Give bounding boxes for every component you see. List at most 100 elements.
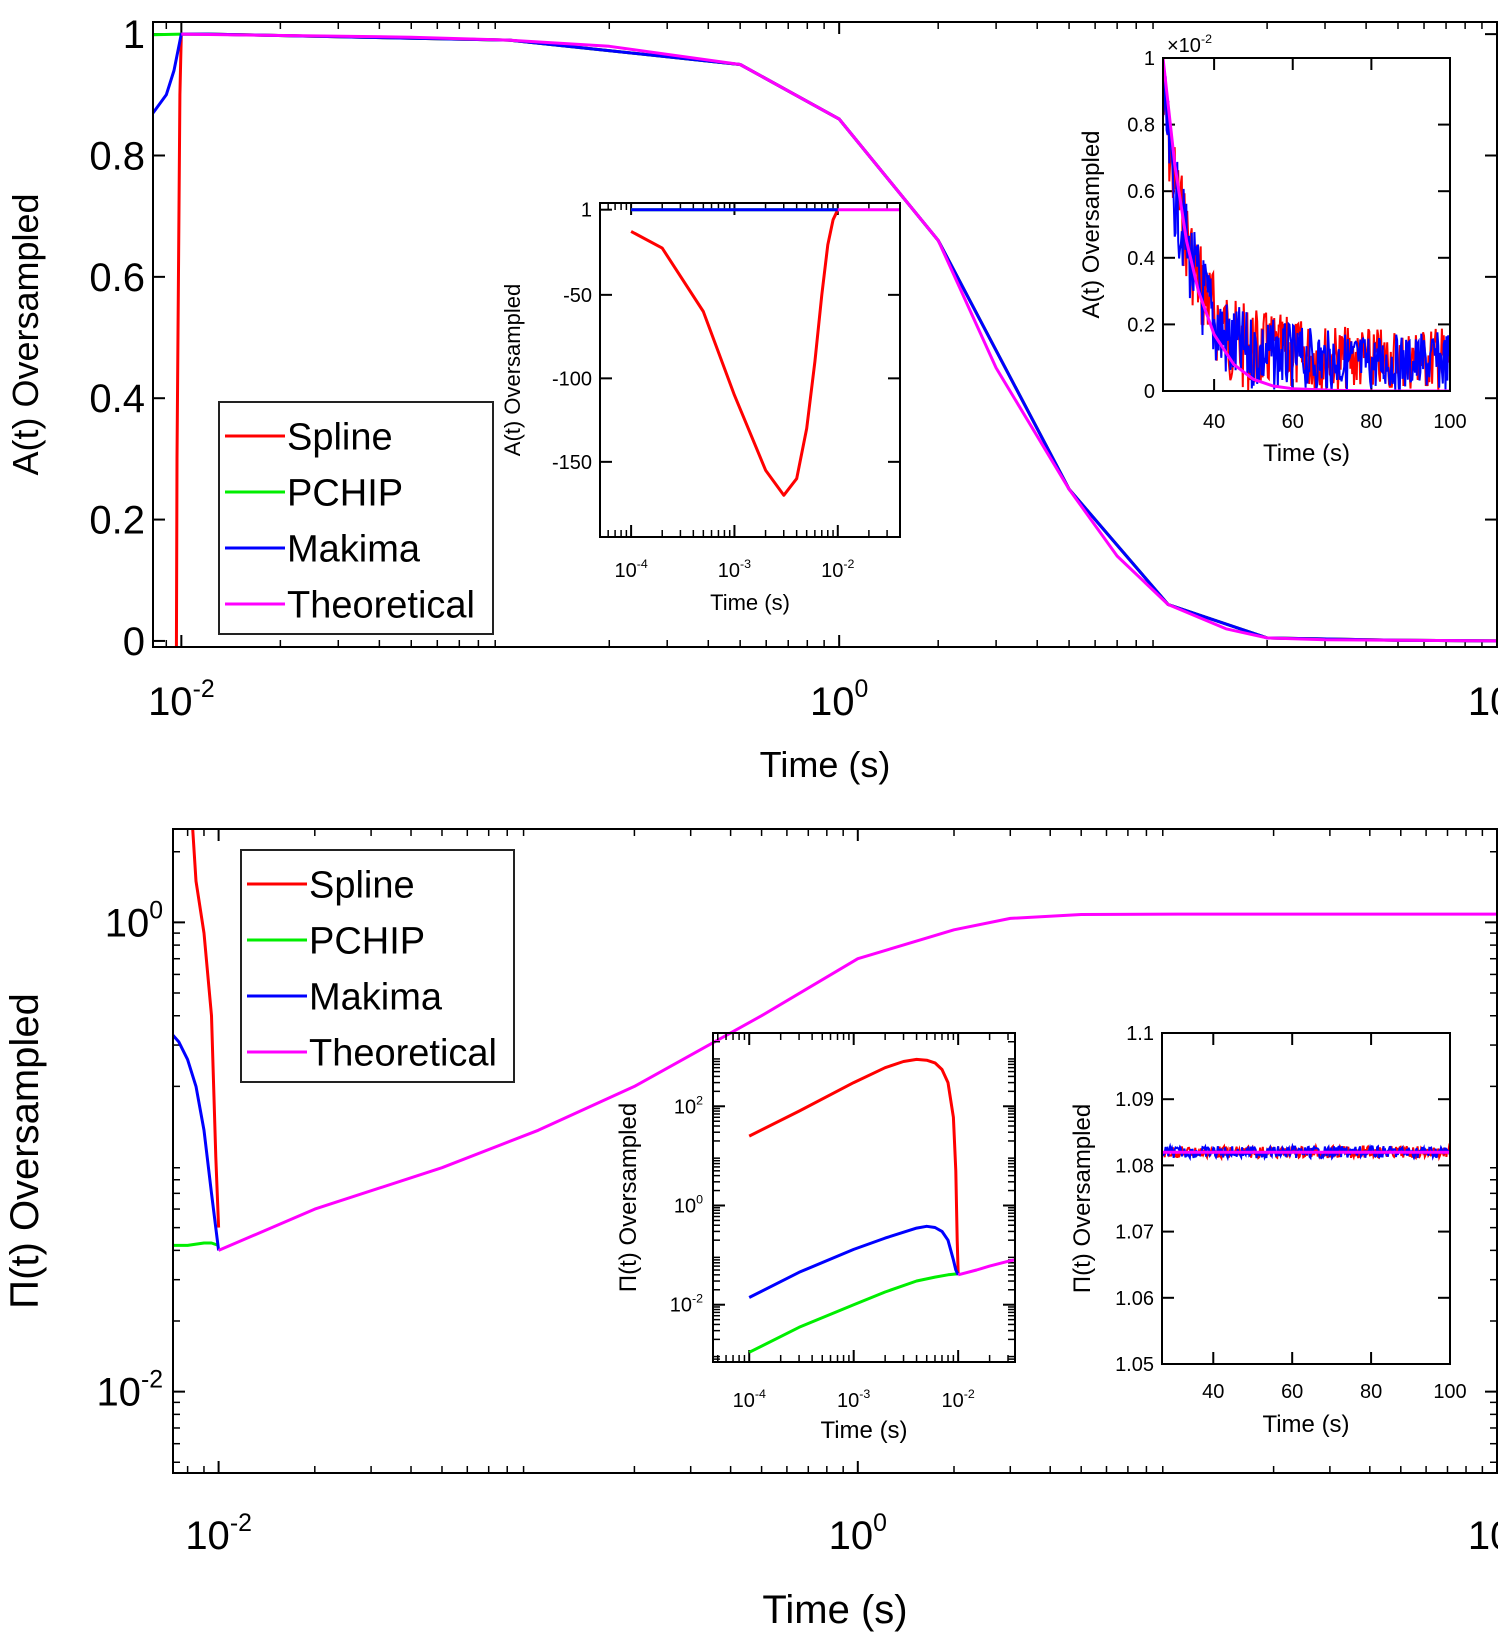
y-tick-label: -50 [563,285,592,307]
x-tick-label: 80 [1360,1381,1382,1403]
series-line-theoretical [181,32,1497,643]
y-tick-label: 0.4 [89,377,145,421]
series-line-spline [191,829,221,1228]
x-tick-label: 80 [1360,411,1382,433]
series-layer [630,208,900,497]
series-line-makima [173,1034,221,1251]
legend-label-theoretical: Theoretical [309,1032,497,1074]
x-axis-label: Time (s) [1263,440,1350,467]
y-tick-label: 1.09 [1115,1089,1154,1111]
x-axis-label: Time (s) [1262,1411,1349,1438]
y-tick-label: 1.07 [1115,1222,1154,1244]
plot-frame [599,202,901,538]
y-tick-label: 100 [105,897,163,945]
y-multiplier-label: ×10-2 [1167,32,1212,57]
series-layer [173,829,1497,1252]
chart-bottom-inset-left: 10-4 10-3 10-2 10-2 100 102 Time (s) Π(t) Overs… [615,1032,1016,1444]
y-axis-label: A(t) Oversampled [1078,130,1105,318]
x-tick-label: 10-4 [614,557,647,582]
x-tick-label: 10-2 [942,1387,975,1412]
plot-frame [712,1032,1016,1363]
y-tick-label: 1.06 [1115,1288,1154,1310]
series-line-pchip [173,1241,220,1247]
plot-frame [152,21,1498,648]
x-tick-label: 60 [1281,1381,1303,1403]
y-tick-label: 1 [123,13,145,57]
y-tick-label: 1 [1144,48,1155,70]
chart-bottom-main: 10-2 100 102 10-2 100 Time (s) Π(t) Oversample… [3,828,1498,1632]
series-layer [1163,58,1450,391]
x-tick-label: 60 [1282,411,1304,433]
x-tick-label: 10-3 [837,1387,870,1412]
y-tick-label: 1.05 [1115,1354,1154,1376]
series-line-theoretical [957,1258,1015,1277]
plot-frame [1162,57,1451,392]
legend-box [218,401,494,635]
x-tick-label: 102 [1468,1510,1498,1558]
y-axis-label: Π(t) Oversampled [3,993,47,1309]
series-line-spline [748,1057,960,1275]
plot-frame [172,828,1498,1474]
x-tick-label: 10-3 [718,557,751,582]
legend-label-spline: Spline [309,864,415,906]
y-tick-label: 1.08 [1115,1155,1154,1177]
y-tick-label: 1 [581,200,592,222]
chart-top-inset-left: 10-4 10-3 10-2 -150 -100 -50 1 Time (s) A(t) Ove… [500,200,901,615]
series-line-makima [748,1224,960,1299]
x-tick-label: 10-2 [821,557,854,582]
y-tick-label: 0 [123,620,145,664]
x-axis-label: Time (s) [760,744,891,785]
y-tick-label: 0.6 [1127,181,1155,203]
x-tick-label: 40 [1202,1381,1224,1403]
series-line-spline [630,209,840,497]
legend-label-makima: Makima [287,528,421,570]
series-line-theoretical [218,912,1497,1252]
y-tick-label: 10-2 [96,1367,163,1415]
legend-box [240,849,515,1083]
x-tick-label: 100 [1433,1381,1466,1403]
series-line-pchip [748,1272,959,1354]
x-axis-label: Time (s) [710,590,790,615]
y-axis-label: A(t) Oversampled [5,193,46,475]
y-axis-label: Π(t) Oversampled [615,1103,642,1292]
x-tick-label: 40 [1203,411,1225,433]
chart-top-inset-right: 40 60 80 100 0 0.2 0.4 0.6 0.8 1 ×10-2 Time (s) A(t)… [1078,32,1467,467]
x-axis-label: Time (s) [762,1588,907,1632]
y-tick-label: 0.2 [1127,314,1155,336]
y-tick-label: 102 [674,1093,703,1118]
legend-label-makima: Makima [309,976,443,1018]
y-axis-label: A(t) Oversampled [500,284,525,456]
plot-frame [1161,1032,1451,1365]
y-tick-label: 1.1 [1126,1023,1154,1045]
legend-label-theoretical: Theoretical [287,584,475,626]
y-tick-label: 0.2 [89,499,145,543]
y-tick-label: -100 [552,368,592,390]
legend-label-pchip: PCHIP [309,920,425,962]
series-layer [1162,1142,1450,1162]
series-line-makima [1163,76,1450,391]
series-layer [153,32,1497,647]
x-tick-label: 102 [1468,676,1498,724]
legend-label-spline: Spline [287,416,393,458]
y-tick-label: 0.4 [1127,248,1155,270]
legend-label-pchip: PCHIP [287,472,403,514]
legend: Spline PCHIP Makima Theoretical [240,849,515,1083]
chart-bottom-inset-right: 40 60 80 100 1.05 1.06 1.07 1.08 1.09 1.1 Time (s)… [1069,1023,1467,1438]
x-tick-label: 100 [1433,411,1466,433]
y-tick-label: 0.8 [89,134,145,178]
y-tick-label: 0.6 [89,256,145,300]
x-tick-label: 100 [829,1510,887,1558]
series-layer [748,1057,1015,1354]
y-tick-label: 10-2 [670,1292,703,1317]
y-tick-label: 100 [674,1192,703,1217]
y-tick-label: 0.8 [1127,115,1155,137]
y-tick-label: -150 [552,452,592,474]
x-tick-label: 10-4 [733,1387,766,1412]
series-line-makima [1162,1142,1450,1162]
legend: Spline PCHIP Makima Theoretical [218,401,494,635]
x-tick-label: 100 [810,676,868,724]
y-tick-label: 0 [1144,381,1155,403]
x-axis-label: Time (s) [820,1417,907,1444]
x-tick-label: 10-2 [148,676,215,724]
